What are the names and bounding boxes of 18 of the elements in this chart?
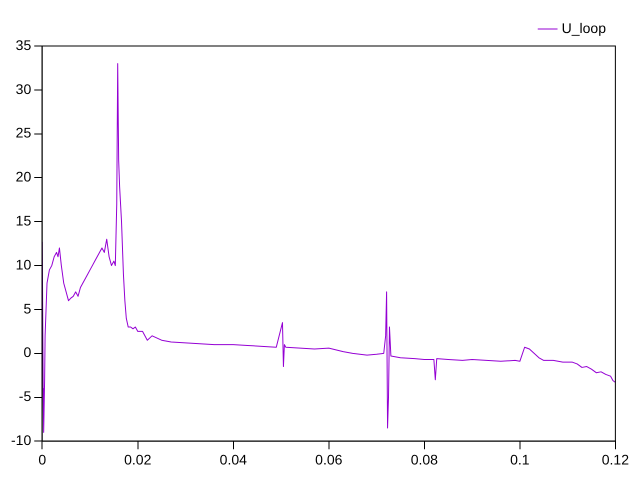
x-tick-label: 0.12 xyxy=(602,451,630,468)
y-tick-label: 10 xyxy=(16,256,32,272)
x-tick-label: 0.06 xyxy=(315,451,343,468)
y-tick-label: 15 xyxy=(16,212,32,229)
y-tick-label: 25 xyxy=(16,124,32,141)
y-tick-label: 35 xyxy=(16,36,32,53)
x-tick-label: 0.08 xyxy=(410,451,438,468)
y-tick-label: -10 xyxy=(11,432,32,448)
legend-label: U_loop xyxy=(562,20,606,36)
y-tick-label: -5 xyxy=(18,388,32,404)
y-tick-label: 20 xyxy=(16,168,32,185)
x-tick-label: 0.02 xyxy=(124,451,152,468)
y-tick-label: 0 xyxy=(23,344,32,360)
y-tick-label: 30 xyxy=(16,80,32,97)
x-tick-label: 0 xyxy=(38,451,46,468)
x-tick-label: 0.1 xyxy=(510,451,530,468)
y-tick-label: 5 xyxy=(23,300,32,316)
x-tick-label: 0.04 xyxy=(220,451,248,468)
